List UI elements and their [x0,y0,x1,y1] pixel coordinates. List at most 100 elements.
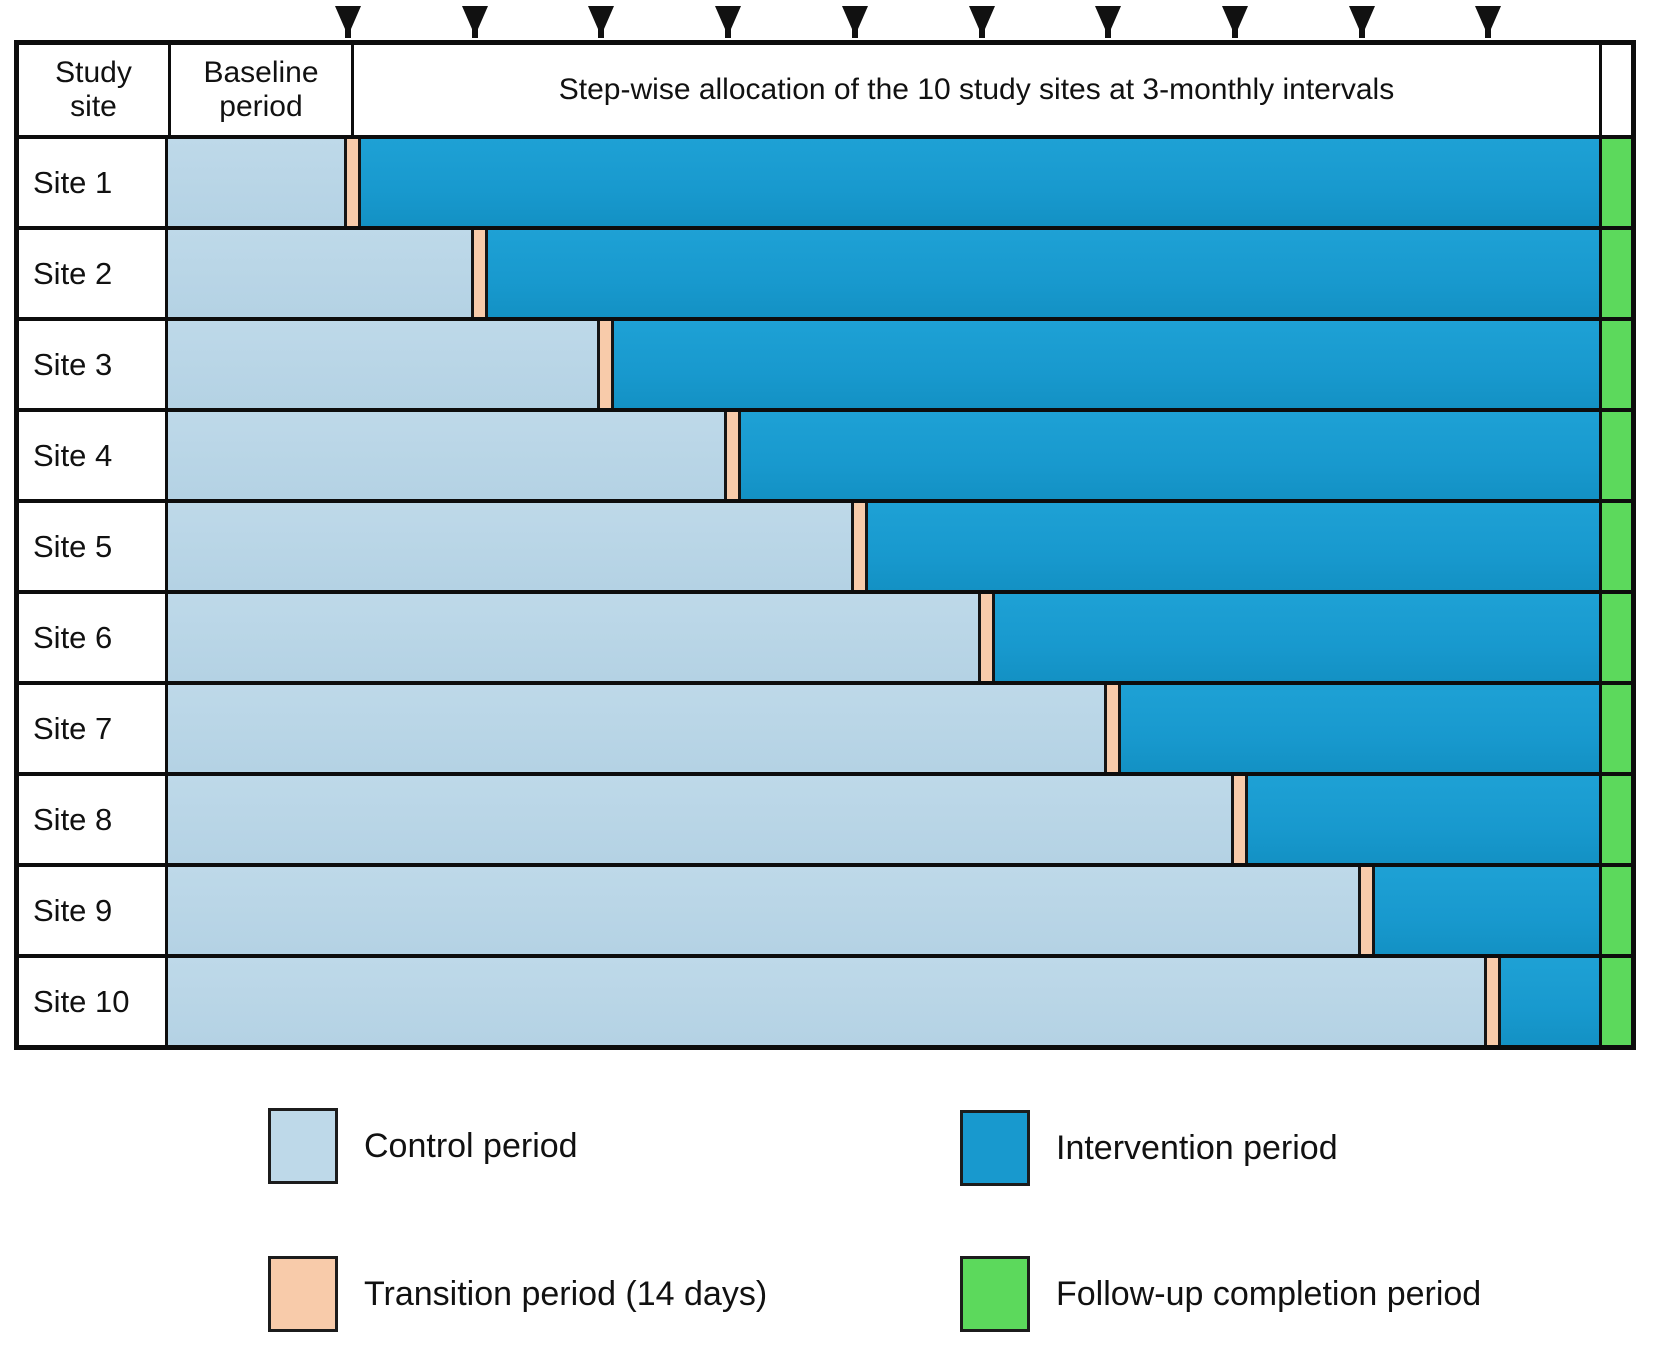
site-label: Site 6 [19,594,168,681]
followup-column-divider [1599,503,1602,590]
intervention-period-bar [1247,776,1599,863]
followup-period-bar [1602,867,1631,954]
followup-column-divider [1599,412,1602,499]
transition-period-bar [977,594,995,681]
site-label: Site 10 [19,958,168,1045]
control-period-bar [168,139,344,226]
control-period-bar [168,321,598,408]
down-arrow-icon [1475,6,1502,38]
transition-period-bar [1484,958,1502,1045]
site-label: Site 9 [19,867,168,954]
study-design-table: Study site Baseline period Step-wise all… [14,40,1636,1050]
down-arrow-icon [1348,6,1375,38]
transition-period-bar [1357,867,1375,954]
legend-item-followup: Follow-up completion period [960,1256,1481,1332]
followup-period-bar [1602,776,1631,863]
transition-period-bar [470,230,488,317]
header-study-site: Study site [19,45,171,135]
control-swatch [268,1108,338,1184]
down-arrow-icon [461,6,488,38]
down-arrow-icon [841,6,868,38]
intervention-period-bar [487,230,1599,317]
control-period-bar [168,594,978,681]
down-arrow-icon [588,6,615,38]
down-arrow-icon [1221,6,1248,38]
transition-period-bar [1230,776,1248,863]
down-arrow-icon [1095,6,1122,38]
row-site-2: Site 2 [19,226,1631,317]
intervention-period-bar [1121,685,1599,772]
followup-column-divider [1599,139,1602,226]
transition-period-bar [850,503,868,590]
header-stepwise-allocation: Step-wise allocation of the 10 study sit… [354,45,1602,135]
site-rows: Site 1 Site 2 Site 3 Site 4 Site 5 Site 6 Site… [19,139,1631,1045]
followup-column-divider [1599,958,1602,1045]
followup-swatch [960,1256,1030,1332]
followup-period-bar [1602,321,1631,408]
down-arrow-icon [715,6,742,38]
followup-period-bar [1602,139,1631,226]
row-site-4: Site 4 [19,408,1631,499]
legend-label-intervention: Intervention period [1056,1128,1338,1167]
down-arrow-icon [335,6,361,38]
transition-period-bar [597,321,615,408]
legend-label-transition: Transition period (14 days) [364,1274,768,1313]
site-label: Site 3 [19,321,168,408]
site-label: Site 1 [19,139,168,226]
intervention-period-bar [994,594,1599,681]
legend-item-intervention: Intervention period [960,1110,1338,1186]
followup-column-divider [1599,321,1602,408]
table-header-row: Study site Baseline period Step-wise all… [19,45,1631,139]
control-period-bar [168,867,1358,954]
header-followup-column [1602,45,1631,135]
site-label: Site 4 [19,412,168,499]
followup-period-bar [1602,685,1631,772]
transition-period-bar [724,412,742,499]
legend-label-followup: Follow-up completion period [1056,1274,1482,1313]
row-site-6: Site 6 [19,590,1631,681]
down-arrow-icon [968,6,995,38]
row-site-9: Site 9 [19,863,1631,954]
control-period-bar [168,503,851,590]
legend-label-control: Control period [364,1126,578,1165]
legend-item-transition: Transition period (14 days) [268,1256,767,1332]
row-site-7: Site 7 [19,681,1631,772]
followup-period-bar [1602,503,1631,590]
intervention-period-bar [361,139,1599,226]
intervention-period-bar [867,503,1599,590]
followup-column-divider [1599,776,1602,863]
row-site-1: Site 1 [19,139,1631,226]
site-label: Site 2 [19,230,168,317]
intervention-period-bar [1374,867,1599,954]
site-label: Site 5 [19,503,168,590]
followup-period-bar [1602,230,1631,317]
transition-period-bar [344,139,361,226]
intervention-period-bar [1501,958,1599,1045]
followup-period-bar [1602,594,1631,681]
followup-period-bar [1602,412,1631,499]
followup-column-divider [1599,867,1602,954]
control-period-bar [168,412,725,499]
transition-period-bar [1104,685,1122,772]
site-label: Site 8 [19,776,168,863]
row-site-8: Site 8 [19,772,1631,863]
intervention-period-bar [741,412,1599,499]
control-period-bar [168,685,1105,772]
control-period-bar [168,958,1485,1045]
control-period-bar [168,230,471,317]
followup-period-bar [1602,958,1631,1045]
header-baseline-period: Baseline period [171,45,354,135]
followup-column-divider [1599,685,1602,772]
row-site-10: Site 10 [19,954,1631,1045]
interval-arrows [0,0,1654,40]
followup-column-divider [1599,594,1602,681]
intervention-swatch [960,1110,1030,1186]
control-period-bar [168,776,1231,863]
row-site-5: Site 5 [19,499,1631,590]
followup-column-divider [1599,230,1602,317]
row-site-3: Site 3 [19,317,1631,408]
site-label: Site 7 [19,685,168,772]
legend-item-control: Control period [268,1108,578,1184]
intervention-period-bar [614,321,1599,408]
